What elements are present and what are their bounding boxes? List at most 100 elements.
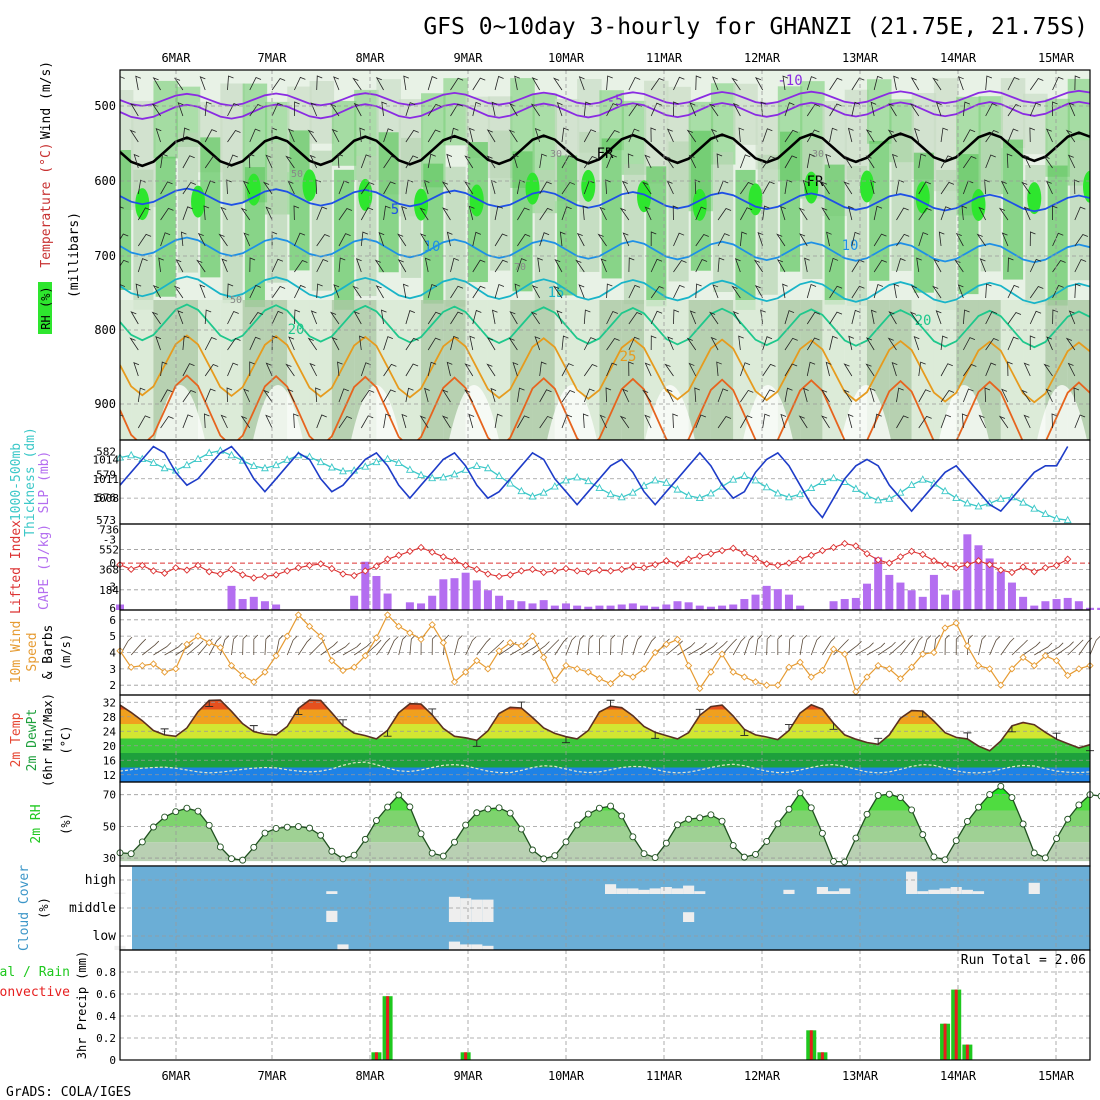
wind-barb <box>865 129 875 143</box>
lifted-index-point <box>852 542 860 550</box>
wind-barb <box>177 102 184 117</box>
min-marker <box>561 736 570 744</box>
wind-barb <box>855 642 874 656</box>
cape-bar <box>784 594 793 610</box>
cloud-bar-high <box>906 871 918 894</box>
lifted-index-point <box>461 561 470 570</box>
thickness-point <box>796 489 805 498</box>
tick-label: 579 <box>96 468 116 481</box>
wind-barb <box>777 634 783 656</box>
wind-barb <box>1043 155 1053 169</box>
rh-band <box>309 300 332 440</box>
wind-speed-point <box>428 621 436 629</box>
thickness-point <box>851 484 860 492</box>
cape-bar <box>740 599 749 610</box>
thickness-point <box>361 462 370 470</box>
wind-barb <box>243 232 251 247</box>
wind-barb <box>848 335 855 351</box>
wind-barb <box>450 127 459 143</box>
wind-barb <box>851 231 861 247</box>
wind-barb <box>360 207 374 221</box>
wind-barb <box>833 639 849 656</box>
cloud-bar-high <box>694 891 706 894</box>
wind-barb <box>643 636 656 656</box>
ylabel-rh-unit: (%) <box>59 813 73 835</box>
wind-speed-point <box>896 675 905 683</box>
wind-barb <box>650 286 665 299</box>
wind-speed-point <box>160 668 169 676</box>
wind-barb <box>338 233 351 247</box>
ylabel-temp-2: 2m DewPt <box>25 709 40 772</box>
wind-barb <box>866 642 886 656</box>
wind-barb <box>731 285 741 299</box>
date-label: 9MAR <box>454 51 484 65</box>
wind-barb <box>427 76 438 91</box>
rh-point <box>250 843 258 851</box>
wind-barb <box>932 285 942 299</box>
thickness-point <box>729 475 738 483</box>
wind-barb <box>405 387 414 403</box>
thickness-point <box>617 492 626 501</box>
wind-barb <box>220 206 228 221</box>
lifted-index-point <box>172 564 180 572</box>
wind-barb <box>762 336 773 351</box>
rh-point <box>874 792 882 799</box>
cape-bar <box>952 590 961 610</box>
cape-bar <box>350 595 359 610</box>
wind-barb <box>606 75 613 91</box>
wind-barb <box>561 155 574 169</box>
wind-barb <box>534 127 541 143</box>
wind-barb <box>913 127 920 143</box>
rh-band <box>621 300 645 440</box>
tick-label: 800 <box>94 323 116 337</box>
lifted-index-point <box>963 561 971 569</box>
rh-point <box>618 812 626 820</box>
wind-barb <box>1074 258 1087 273</box>
wind-barb <box>762 413 770 429</box>
cape-bar <box>584 606 593 610</box>
wind-barb <box>822 637 836 656</box>
cloud-bar-high <box>627 888 639 894</box>
ylabel-wind-2: Speed <box>25 632 40 671</box>
wind-barb <box>940 127 949 143</box>
wind-barb <box>644 206 652 221</box>
cape-bar <box>929 574 938 610</box>
wind-barb <box>985 283 992 299</box>
max-marker <box>874 737 883 745</box>
wind-barb <box>1000 637 1015 656</box>
wind-barb <box>419 415 429 429</box>
rh-point <box>372 817 380 824</box>
rh-point <box>963 818 971 825</box>
wind-barb <box>606 283 613 299</box>
wind-barb <box>517 207 530 221</box>
wind-speed-point <box>997 681 1005 689</box>
wind-barb <box>891 153 898 169</box>
wind-barb <box>873 259 887 273</box>
wind-barb <box>695 283 702 299</box>
wind-barb <box>402 283 409 299</box>
rh-point <box>595 804 603 812</box>
rh-core <box>860 170 875 203</box>
wind-barb <box>353 310 362 325</box>
rh-point <box>317 831 325 839</box>
wind-barb <box>829 257 839 273</box>
rh-point <box>517 825 525 833</box>
isotherm-label: FR <box>597 146 614 162</box>
wind-barb <box>561 414 573 429</box>
wind-barb <box>848 205 854 221</box>
cape-bar <box>1019 596 1028 610</box>
lifted-index-point <box>907 547 916 556</box>
wind-barb <box>208 636 222 656</box>
rh-point <box>194 807 202 815</box>
ylabel-temp-unit: (°C) <box>59 726 73 755</box>
cape-bar <box>963 534 972 610</box>
thickness-point <box>272 460 281 469</box>
wind-barb <box>316 414 327 429</box>
lifted-index-point <box>1008 568 1016 577</box>
rh-band <box>487 300 511 440</box>
wind-barb <box>695 234 709 247</box>
lifted-index-line <box>119 542 1068 579</box>
cloud-bar-high <box>939 888 951 894</box>
wind-barb <box>487 639 505 656</box>
cloud-bar-high <box>816 887 828 894</box>
